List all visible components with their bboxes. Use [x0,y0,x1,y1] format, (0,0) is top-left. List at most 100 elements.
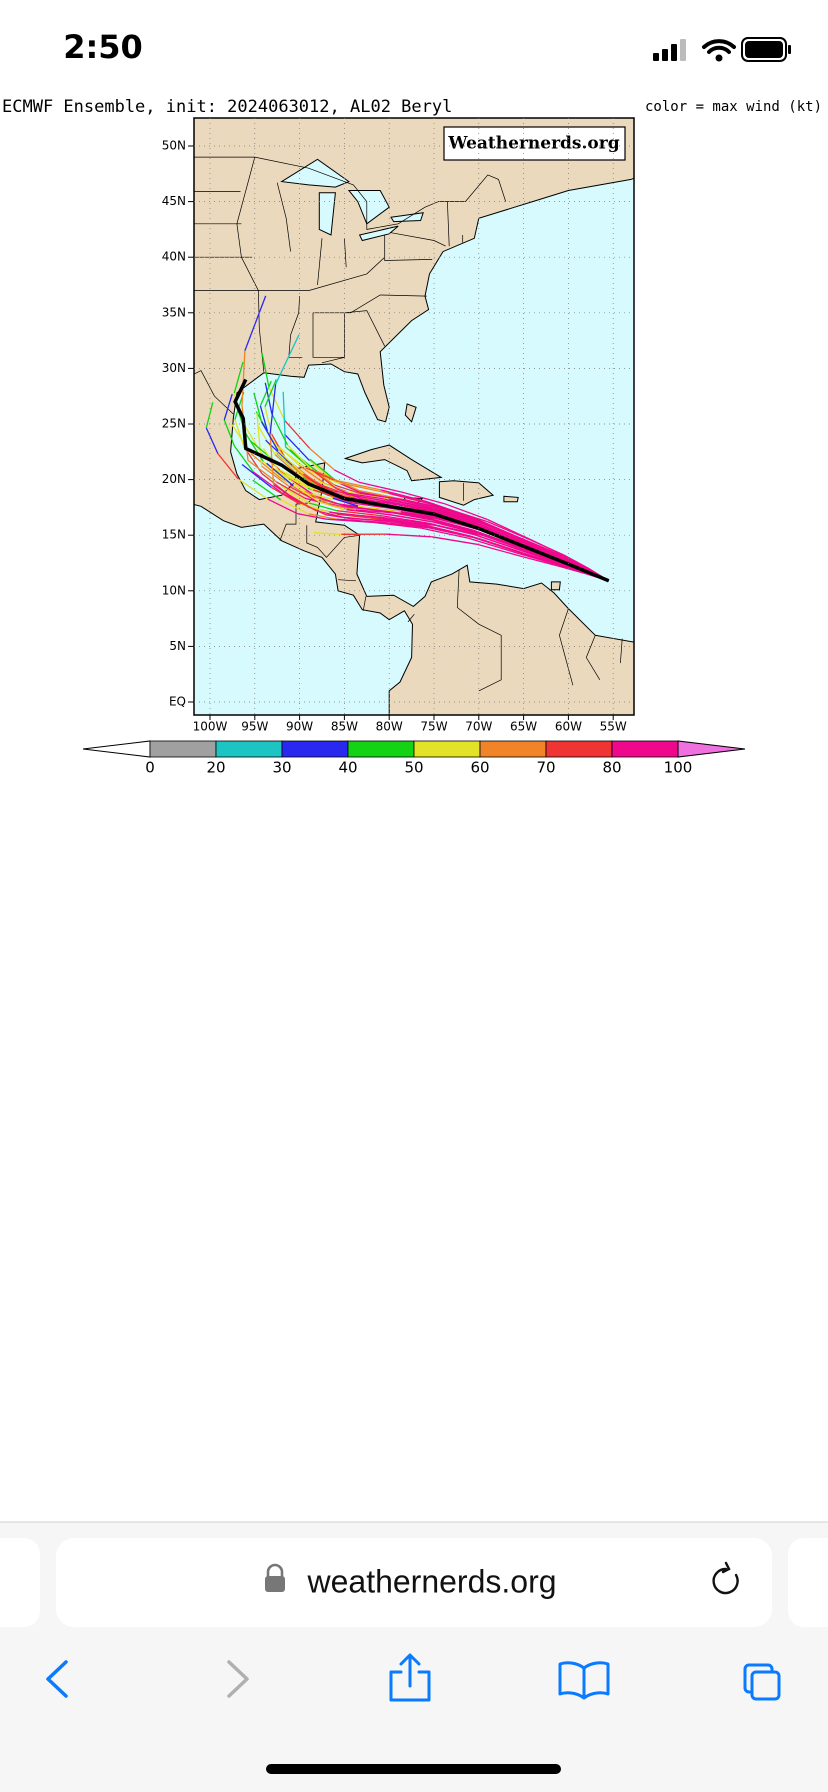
ensemble-track [398,512,443,521]
ensemble-track [401,491,445,505]
ensemble-track [351,518,396,522]
wifi-dot [715,54,723,62]
colorbar-label: 100 [664,759,693,777]
ensemble-track [336,488,362,500]
ensemble-track [304,490,331,506]
ensemble-track [336,510,383,517]
ensemble-track [325,514,352,520]
next-tab[interactable] [788,1538,828,1627]
signal-icon [653,39,686,61]
lon-label: 65W [510,720,537,734]
colorbar-label: 20 [206,759,225,777]
lat-label: 40N [162,250,186,264]
lock-icon [265,1563,285,1592]
colorbar-label: 50 [404,759,423,777]
ensemble-track [262,460,291,485]
ensemble-track [334,469,360,483]
border [362,596,367,611]
island [404,403,417,423]
tabs-button[interactable] [743,1663,781,1701]
ensemble-track [242,423,263,455]
ensemble-track [309,447,335,471]
lon-label: 85W [331,720,358,734]
ensemble-track [390,501,436,512]
colorbar-segment [347,740,415,758]
ensemble-track [233,361,244,394]
ensemble-track [261,465,290,487]
ensemble-track [527,544,563,560]
lon-label: 95W [241,720,268,734]
ensemble-track [482,534,527,551]
ensemble-track [268,386,286,421]
lat-label: 45N [162,194,186,208]
ensemble-track [271,413,288,446]
colorbar: 0 20 30 40 50 60 70 80 100 [82,740,746,777]
ensemble-track [522,555,559,567]
prev-tab[interactable] [0,1538,40,1627]
ensemble-track [277,450,304,475]
ensemble-track [260,421,279,452]
colorbar-high [677,740,746,758]
ensemble-track [233,445,254,473]
address-field[interactable] [56,1538,772,1627]
lat-label: 10N [162,583,186,597]
ensemble-track [342,506,388,512]
ensemble-track [529,539,565,556]
ensemble-track [558,565,587,575]
lon-label: 80W [376,720,403,734]
ensemble-track [313,532,342,535]
island [503,495,519,503]
ensemble-track [223,393,233,421]
ensemble-track [330,504,356,511]
ensemble-track [275,334,300,385]
ensemble-track [276,481,306,499]
ensemble-track [234,419,245,447]
border [276,182,291,252]
ensemble-track [259,380,272,407]
ensemble-track [380,497,428,509]
ensemble-track [403,505,446,516]
colorbar-label: 60 [470,759,489,777]
colorbar-label: 70 [536,759,555,777]
colorbar-segment [479,740,547,758]
lon-label: 75W [420,720,447,734]
ensemble-track [286,444,313,471]
back-button[interactable] [46,1660,68,1698]
bookmarks-button[interactable] [558,1661,610,1700]
map-layer [194,118,634,715]
lat-label: 25N [162,417,186,431]
ensemble-track [282,391,287,447]
ensemble-track [518,537,557,555]
colorbar-segment [611,740,679,758]
share-button[interactable] [389,1653,431,1702]
ensemble-track [346,509,391,516]
ensemble-track [423,523,471,537]
ensemble-track [273,484,300,503]
ensemble-track [277,453,304,478]
lon-label: 70W [465,720,492,734]
ensemble-track [402,498,446,509]
border [447,201,450,247]
lake [318,192,336,236]
status-time: 2:50 [63,28,143,66]
border [384,235,433,261]
ensemble-track [244,295,267,351]
forward-button[interactable] [227,1660,249,1698]
colorbar-label: 80 [602,759,621,777]
lon-label: 90W [286,720,313,734]
ensemble-track [298,464,326,485]
lon-label: 100W [193,720,228,734]
lon-label: 60W [555,720,582,734]
reload-icon[interactable] [712,1561,739,1595]
ensemble-track [259,405,269,432]
lat-label: 5N [169,639,186,653]
ensemble-track [345,493,391,503]
ensemble-track [472,516,520,539]
ensemble-track [426,500,474,519]
watermark-box [443,126,626,161]
lake [280,158,350,188]
url[interactable]: weathernerds.org [306,1563,556,1599]
border [456,569,502,692]
ensemble-track [205,402,214,429]
